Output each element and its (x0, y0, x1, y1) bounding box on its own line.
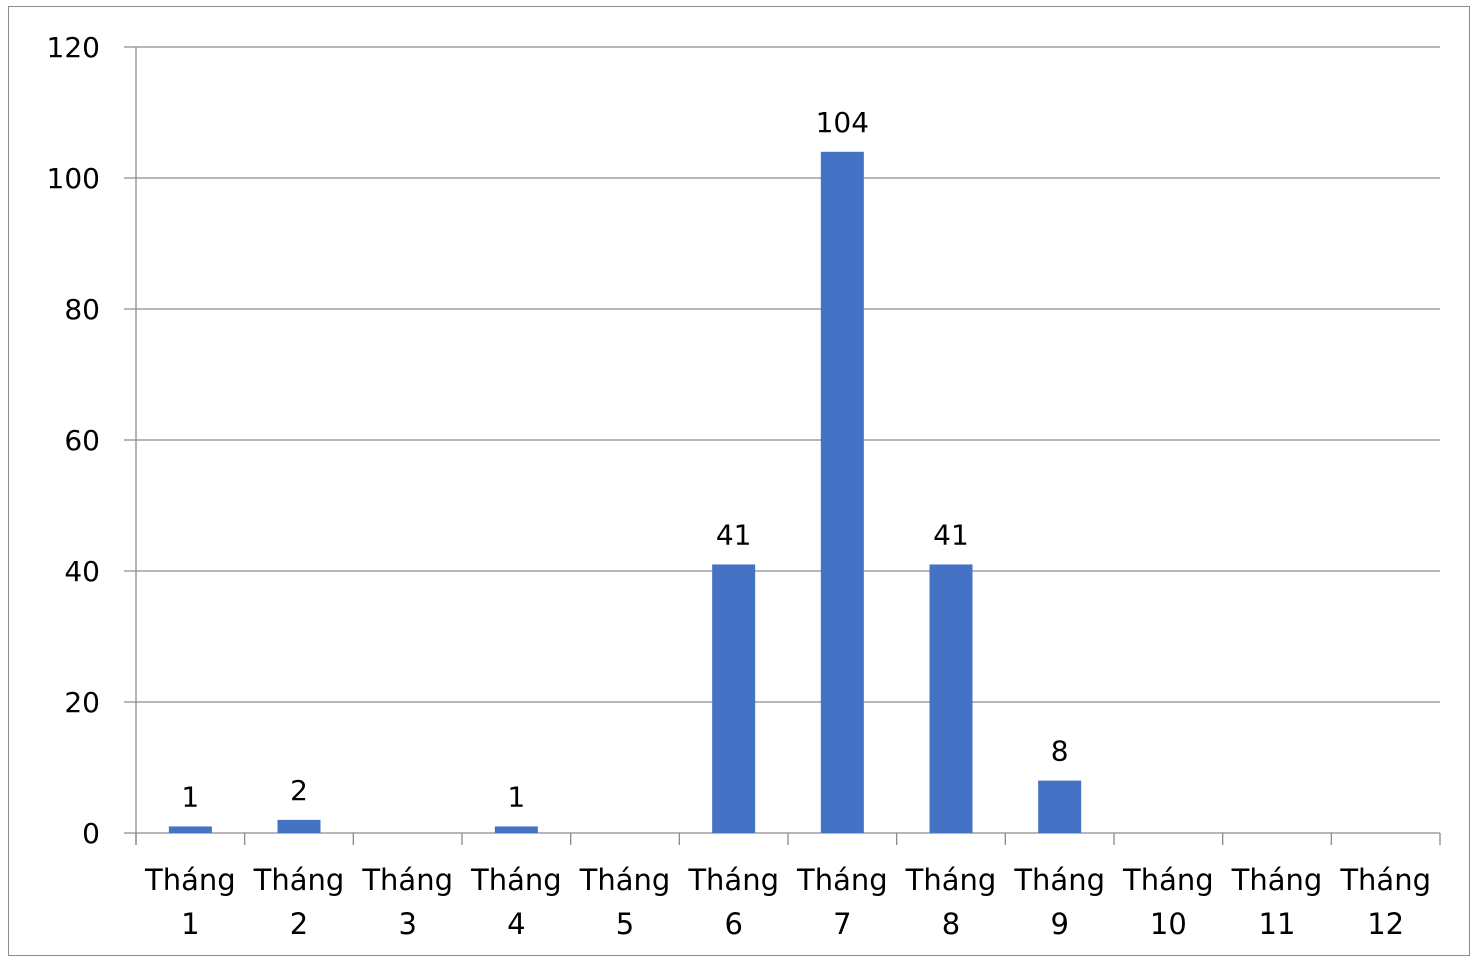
bar (1038, 780, 1082, 833)
bar (168, 826, 212, 833)
x-tick-label-line1: Tháng (361, 863, 453, 897)
data-label: 41 (716, 518, 752, 551)
x-tick-label-line1: Tháng (1013, 863, 1105, 897)
x-tick-label-line2: 9 (1050, 907, 1068, 941)
bar (929, 564, 973, 833)
bar (277, 819, 321, 833)
y-tick-label: 60 (64, 424, 100, 457)
y-tick-label: 80 (64, 293, 100, 326)
x-tick-label-line1: Tháng (253, 863, 345, 897)
x-tick-label-line1: Tháng (905, 863, 997, 897)
x-tick-labels: Tháng 1 Tháng 2 Tháng 3 Tháng 4 Tháng 5 Tháng 6 Thán… (144, 863, 1431, 941)
x-tick-label-line1: Tháng (470, 863, 562, 897)
x-tick-label-line2: 3 (398, 907, 416, 941)
bars (168, 151, 1082, 834)
data-label: 1 (181, 780, 199, 813)
bar (494, 826, 538, 833)
x-tick-label-line2: 8 (942, 907, 960, 941)
data-label: 41 (933, 518, 969, 551)
x-tick-label-line1: Tháng (579, 863, 671, 897)
x-tick-label-line1: Tháng (1339, 863, 1431, 897)
bar (712, 564, 756, 833)
x-tick-label-line2: 11 (1259, 907, 1296, 941)
x-tick-label-line2: 5 (616, 907, 634, 941)
x-tick-label-line2: 4 (507, 907, 525, 941)
y-tick-labels: 0 20 40 60 80 100 120 (47, 31, 100, 850)
x-tick-label-line2: 2 (290, 907, 308, 941)
axes (124, 47, 1441, 845)
data-label: 104 (816, 106, 869, 139)
y-tick-label: 100 (47, 162, 100, 195)
x-tick-label-line1: Tháng (144, 863, 236, 897)
y-tick-label: 0 (82, 817, 100, 850)
data-label: 8 (1051, 735, 1069, 768)
data-label: 2 (290, 774, 308, 807)
x-tick-label-line1: Tháng (1122, 863, 1214, 897)
y-tick-label: 120 (47, 31, 100, 64)
x-tick-label-line2: 1 (181, 907, 199, 941)
x-tick-label-line2: 7 (833, 907, 851, 941)
y-tick-label: 40 (64, 555, 100, 588)
x-tick-label-line2: 12 (1367, 907, 1404, 941)
bar (820, 151, 864, 834)
y-tick-label: 20 (64, 686, 100, 719)
x-tick-label-line1: Tháng (1231, 863, 1323, 897)
x-tick-label-line1: Tháng (687, 863, 779, 897)
data-label: 1 (507, 780, 525, 813)
x-tick-label-line1: Tháng (796, 863, 888, 897)
x-tick-label-line2: 6 (724, 907, 742, 941)
gridlines (124, 46, 1440, 703)
x-tick-label-line2: 10 (1150, 907, 1187, 941)
